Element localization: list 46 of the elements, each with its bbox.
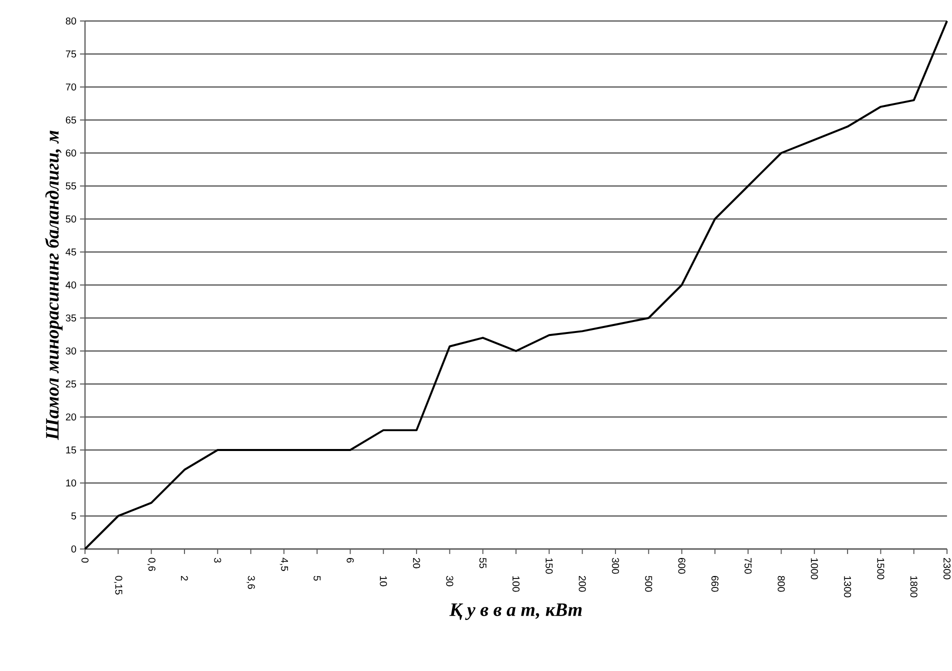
x-tick-label: 0,6 [147,558,156,571]
y-tick-label: 30 [66,347,76,355]
x-axis-title: Қ у в в а т, кВт [449,604,582,620]
y-tick-label: 70 [66,83,76,91]
y-tick-label: 10 [66,479,76,487]
x-tick-label: 1300 [844,576,852,598]
x-tick-label: 660 [711,576,718,592]
y-tick-label: 75 [66,50,76,58]
x-tick-label: 30 [446,576,454,586]
x-tick-label: 5 [314,576,321,581]
x-tick-label: 55 [479,558,486,568]
x-tick-label: 2 [180,576,188,581]
x-tick-label: 500 [645,576,652,592]
x-tick-label: 6 [346,558,354,563]
y-tick-label: 20 [66,413,76,421]
x-tick-label: 750 [744,558,752,574]
x-tick-label: 800 [778,576,785,592]
x-tick-label: 2300 [943,558,951,580]
y-tick-label: 35 [66,314,76,322]
y-tick-label: 80 [66,17,76,25]
x-tick-label: 0 [81,558,89,563]
x-tick-label: 300 [612,558,619,574]
x-tick-label: 4,5 [280,558,288,571]
y-tick-label: 55 [66,182,76,190]
y-tick-label: 25 [66,380,76,388]
x-tick-label: 3,6 [246,576,255,589]
x-tick-label: 1000 [810,558,818,580]
x-tick-label: 3 [214,558,222,563]
x-tick-label: 20 [413,558,420,568]
x-tick-label: 0,15 [114,576,122,594]
y-tick-label: 15 [66,446,76,454]
y-axis-title: Шамол минорасининг баландлиги, м [44,130,63,440]
x-tick-label: 1800 [910,576,918,598]
y-tick-label: 60 [66,149,76,157]
x-tick-label: 150 [546,558,553,574]
x-tick-label: 600 [678,558,686,574]
x-tick-label: 200 [578,576,586,592]
y-tick-label: 45 [66,248,76,256]
x-tick-label: 100 [512,576,520,592]
x-tick-label: 1500 [877,558,884,580]
y-tick-label: 0 [71,545,76,553]
y-tick-label: 50 [66,215,76,223]
x-tick-label: 10 [380,576,387,586]
y-tick-label: 65 [66,116,76,124]
y-tick-label: 40 [66,281,76,289]
y-tick-label: 5 [71,512,76,520]
